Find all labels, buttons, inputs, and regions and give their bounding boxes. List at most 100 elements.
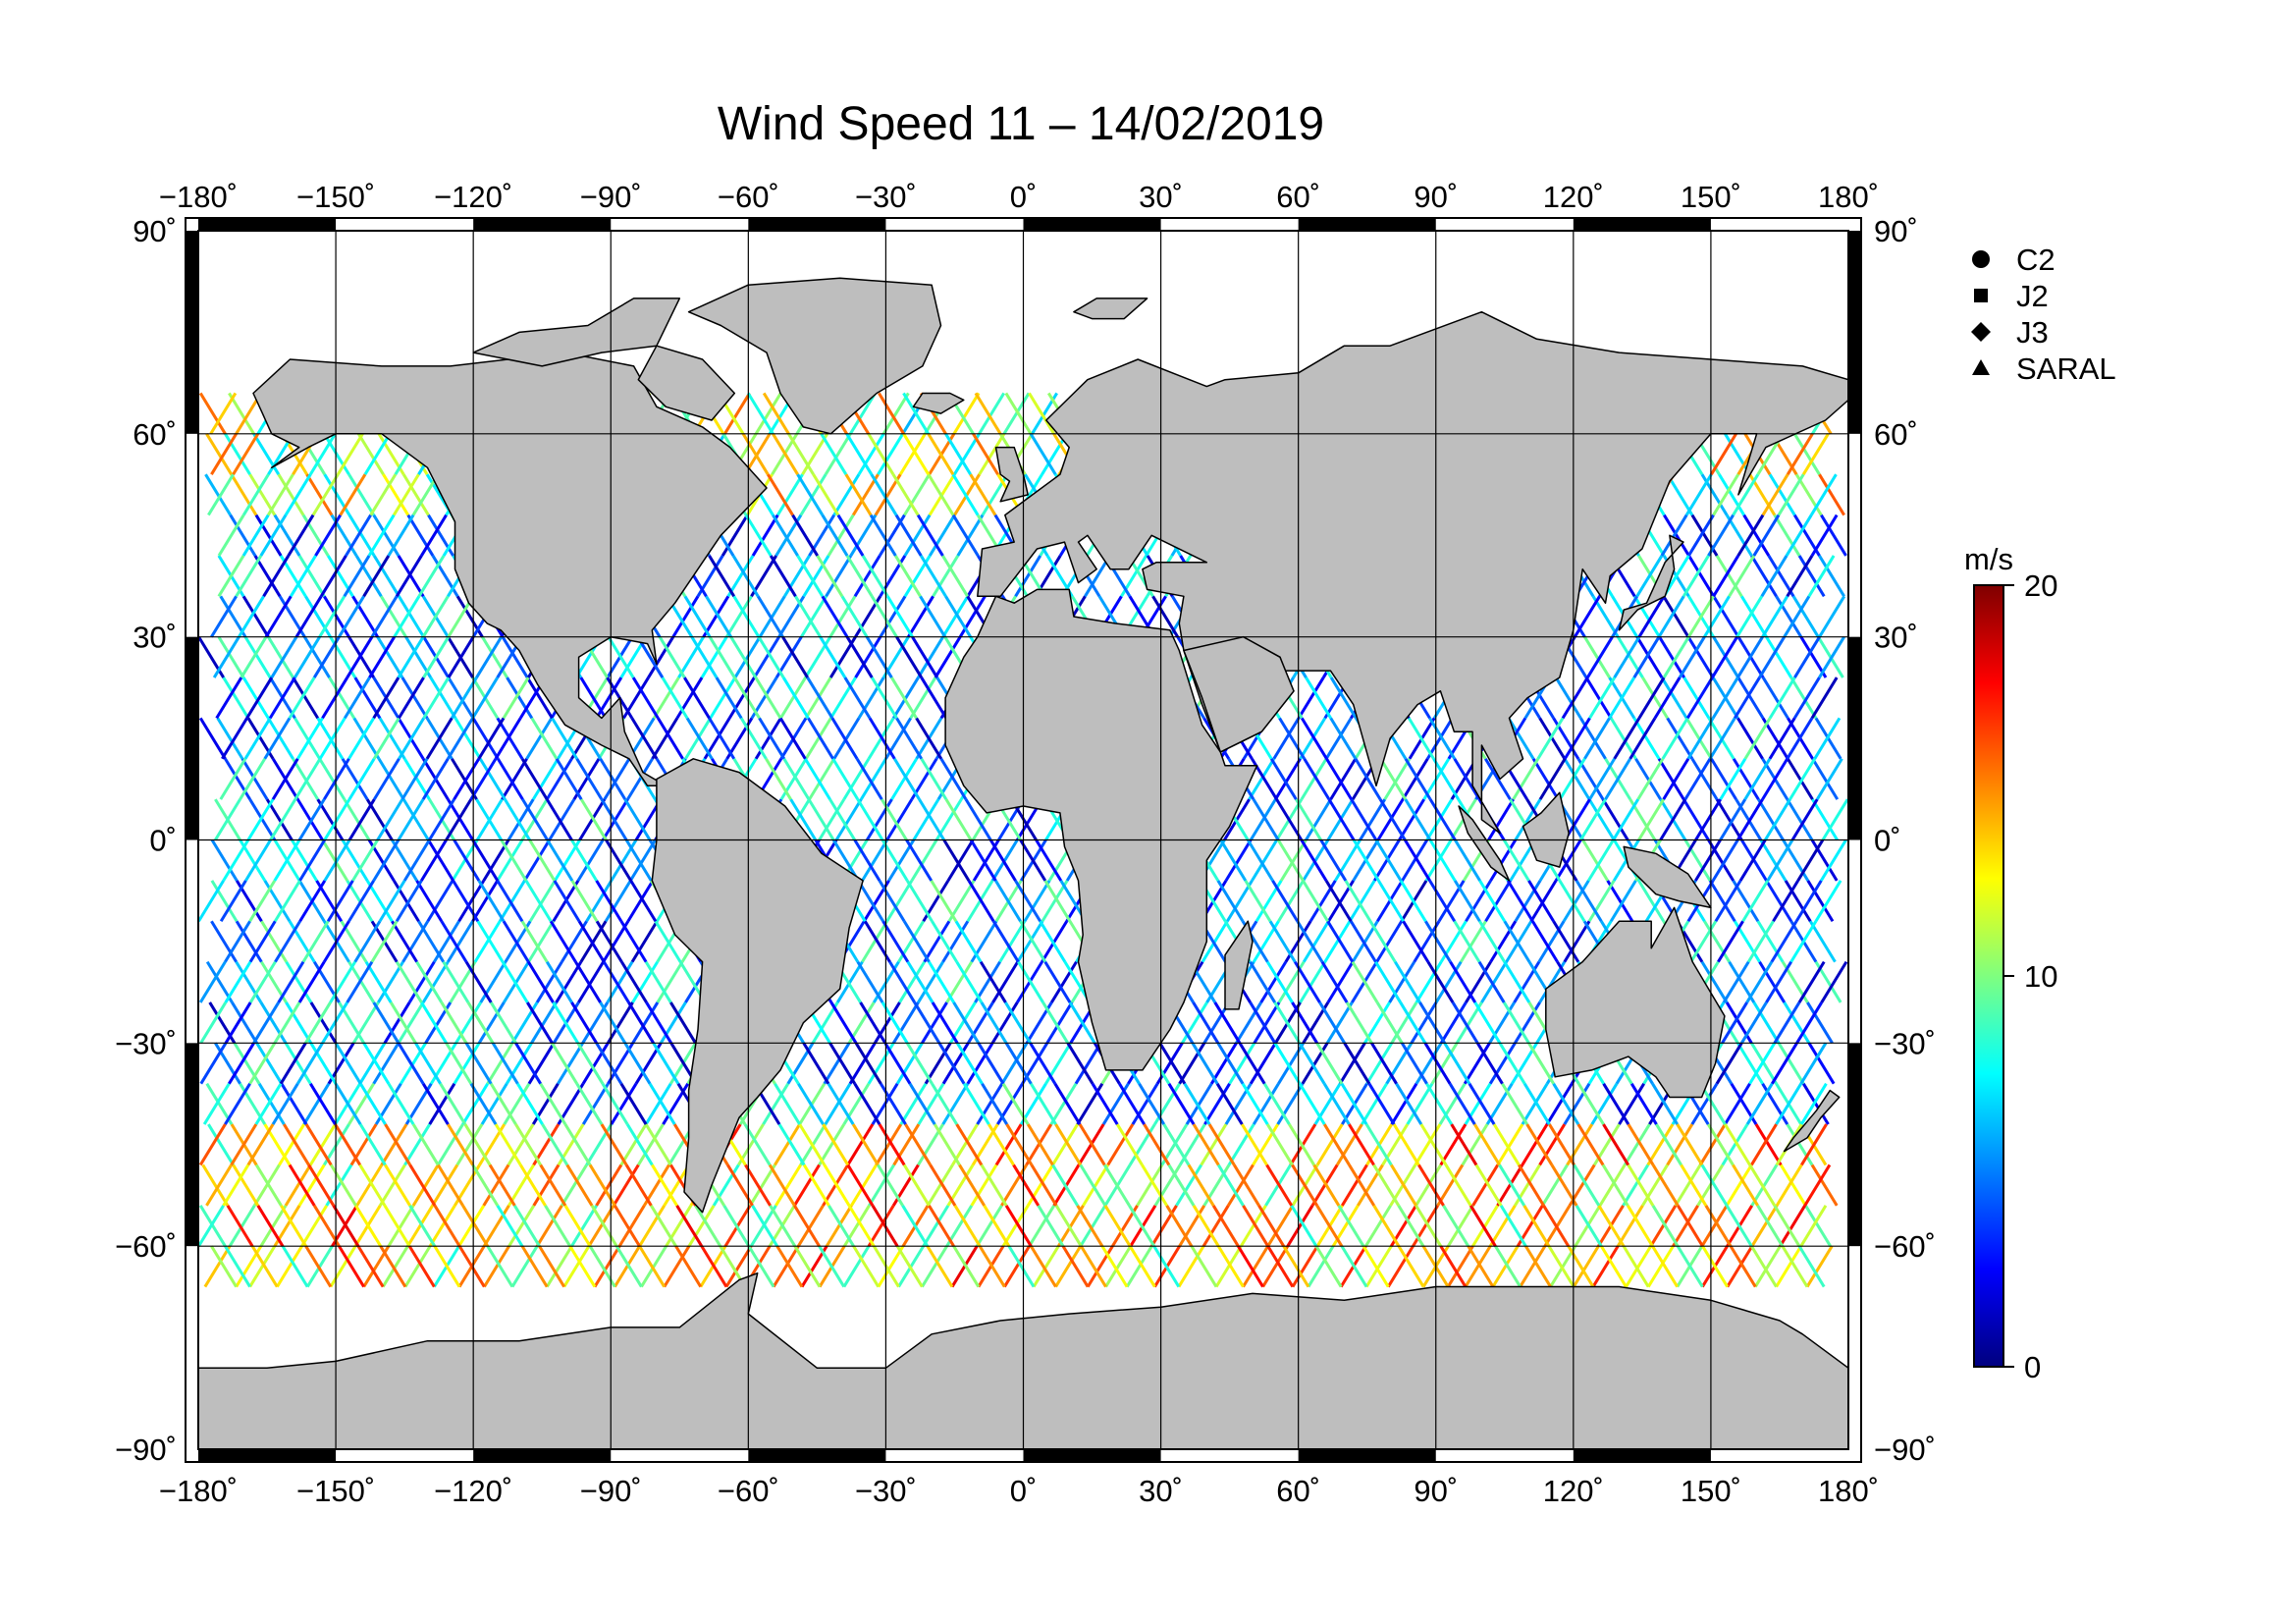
track-segment [1658,635,1685,678]
track-segment [332,1205,360,1247]
lat-tick-label-left: −30˚ [115,1026,177,1060]
track-segment [1019,920,1047,963]
track-segment [1799,1082,1828,1125]
track-segment [210,920,238,963]
track-segment [545,798,573,841]
track-segment [1659,798,1687,841]
track-segment [744,1163,772,1207]
track-segment [527,1042,556,1085]
track-segment [1502,839,1530,882]
track-segment [1228,1042,1256,1085]
track-segment [447,717,474,760]
track-segment [910,839,938,882]
track-segment [1736,514,1765,557]
landmass-greenland [687,277,942,435]
track-segment [854,1042,882,1085]
track-segment [1262,1082,1291,1125]
track-segment [845,433,874,475]
track-segment [1531,920,1559,963]
track-segment [198,1123,227,1166]
track-segment [417,920,445,963]
track-segment [1506,880,1534,923]
track-segment [650,1205,677,1247]
track-segment [1807,1042,1836,1085]
track-segment [521,798,549,841]
track-segment [958,595,987,638]
track-segment [956,514,985,557]
track-segment [1190,1245,1218,1288]
track-segment [545,757,573,800]
track-segment [398,676,425,720]
track-segment [804,757,831,800]
track-segment [308,433,337,475]
track-segment [1522,1205,1551,1247]
track-segment [1138,1082,1166,1125]
track-segment [1037,1205,1065,1247]
track-segment [1487,798,1515,841]
track-segment [1529,880,1558,923]
track-segment [364,960,393,1003]
track-segment [782,757,811,800]
track-segment [1717,920,1744,963]
track-segment [1790,798,1819,841]
track-segment [1777,1042,1805,1085]
track-segment [1370,1042,1398,1085]
track-segment [491,1042,519,1085]
track-segment [347,473,376,516]
landmass-iceland [912,392,965,414]
track-segment [1426,717,1454,760]
track-segment [224,433,251,475]
track-segment [1678,635,1706,678]
frame-bar-right [1848,636,1861,840]
track-segment [1030,1245,1057,1288]
track-segment [1809,473,1838,516]
track-segment [1742,514,1771,557]
track-segment [1453,880,1481,923]
track-segment [888,960,916,1003]
track-segment [453,839,481,882]
track-segment [928,514,956,557]
track-segment [321,839,349,882]
track-segment [1531,757,1560,800]
track-segment [398,717,425,760]
track-segment [1398,798,1425,841]
track-segment [228,1205,256,1247]
track-segment [214,798,241,841]
track-segment [879,595,907,638]
track-segment [1760,555,1789,598]
track-segment [356,1245,385,1288]
track-segment [983,1205,1011,1247]
track-segment [1711,676,1739,720]
track-segment [1348,1123,1375,1166]
track-segment [1079,1163,1107,1207]
track-segment [683,595,712,638]
track-segment [1750,1123,1778,1166]
track-segment [663,1245,691,1288]
track-segment [395,960,423,1003]
track-segment [570,1205,598,1247]
track-segment [1700,960,1729,1003]
frame-bar-bottom [1298,1449,1436,1462]
track-segment [980,1001,1008,1045]
track-segment [849,392,877,435]
track-segment [217,514,245,557]
track-segment [894,555,922,598]
track-segment [1367,1082,1396,1125]
track-segment [1439,1245,1468,1288]
track-segment [953,433,981,475]
track-segment [507,1205,536,1247]
track-segment [1626,1205,1654,1247]
track-segment [637,1123,665,1166]
track-segment [857,433,885,475]
track-segment [577,960,605,1003]
track-segment [528,839,557,882]
track-segment [1818,635,1845,678]
track-segment [1616,1205,1644,1247]
track-segment [464,1042,493,1085]
track-segment [198,392,227,435]
track-segment [244,839,272,882]
track-segment [1676,1205,1704,1247]
track-segment [1725,1205,1753,1247]
track-segment [354,555,383,598]
